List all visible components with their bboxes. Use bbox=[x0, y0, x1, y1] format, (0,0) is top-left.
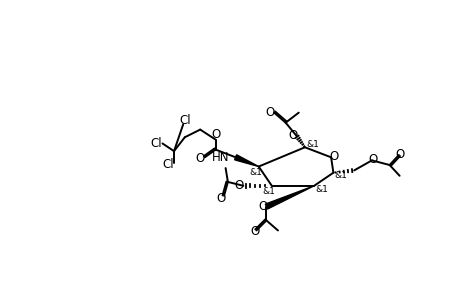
Text: O: O bbox=[330, 150, 339, 163]
Text: HN: HN bbox=[212, 151, 229, 164]
Text: O: O bbox=[396, 148, 405, 161]
Text: Cl: Cl bbox=[179, 114, 191, 127]
Text: O: O bbox=[250, 225, 260, 238]
Text: O: O bbox=[288, 129, 297, 142]
Text: &1: &1 bbox=[249, 168, 262, 177]
Text: &1: &1 bbox=[316, 185, 328, 194]
Polygon shape bbox=[235, 155, 259, 167]
Text: O: O bbox=[368, 153, 377, 166]
Text: O: O bbox=[266, 106, 275, 119]
Text: &1: &1 bbox=[262, 187, 275, 196]
Text: &1: &1 bbox=[335, 170, 348, 179]
Polygon shape bbox=[265, 186, 314, 209]
Text: Cl: Cl bbox=[162, 159, 174, 171]
Text: Cl: Cl bbox=[151, 137, 162, 150]
Text: O: O bbox=[211, 129, 220, 141]
Text: O: O bbox=[258, 200, 267, 213]
Text: O: O bbox=[216, 192, 226, 206]
Text: &1: &1 bbox=[306, 140, 319, 149]
Text: O: O bbox=[195, 151, 205, 165]
Text: O: O bbox=[235, 179, 244, 192]
